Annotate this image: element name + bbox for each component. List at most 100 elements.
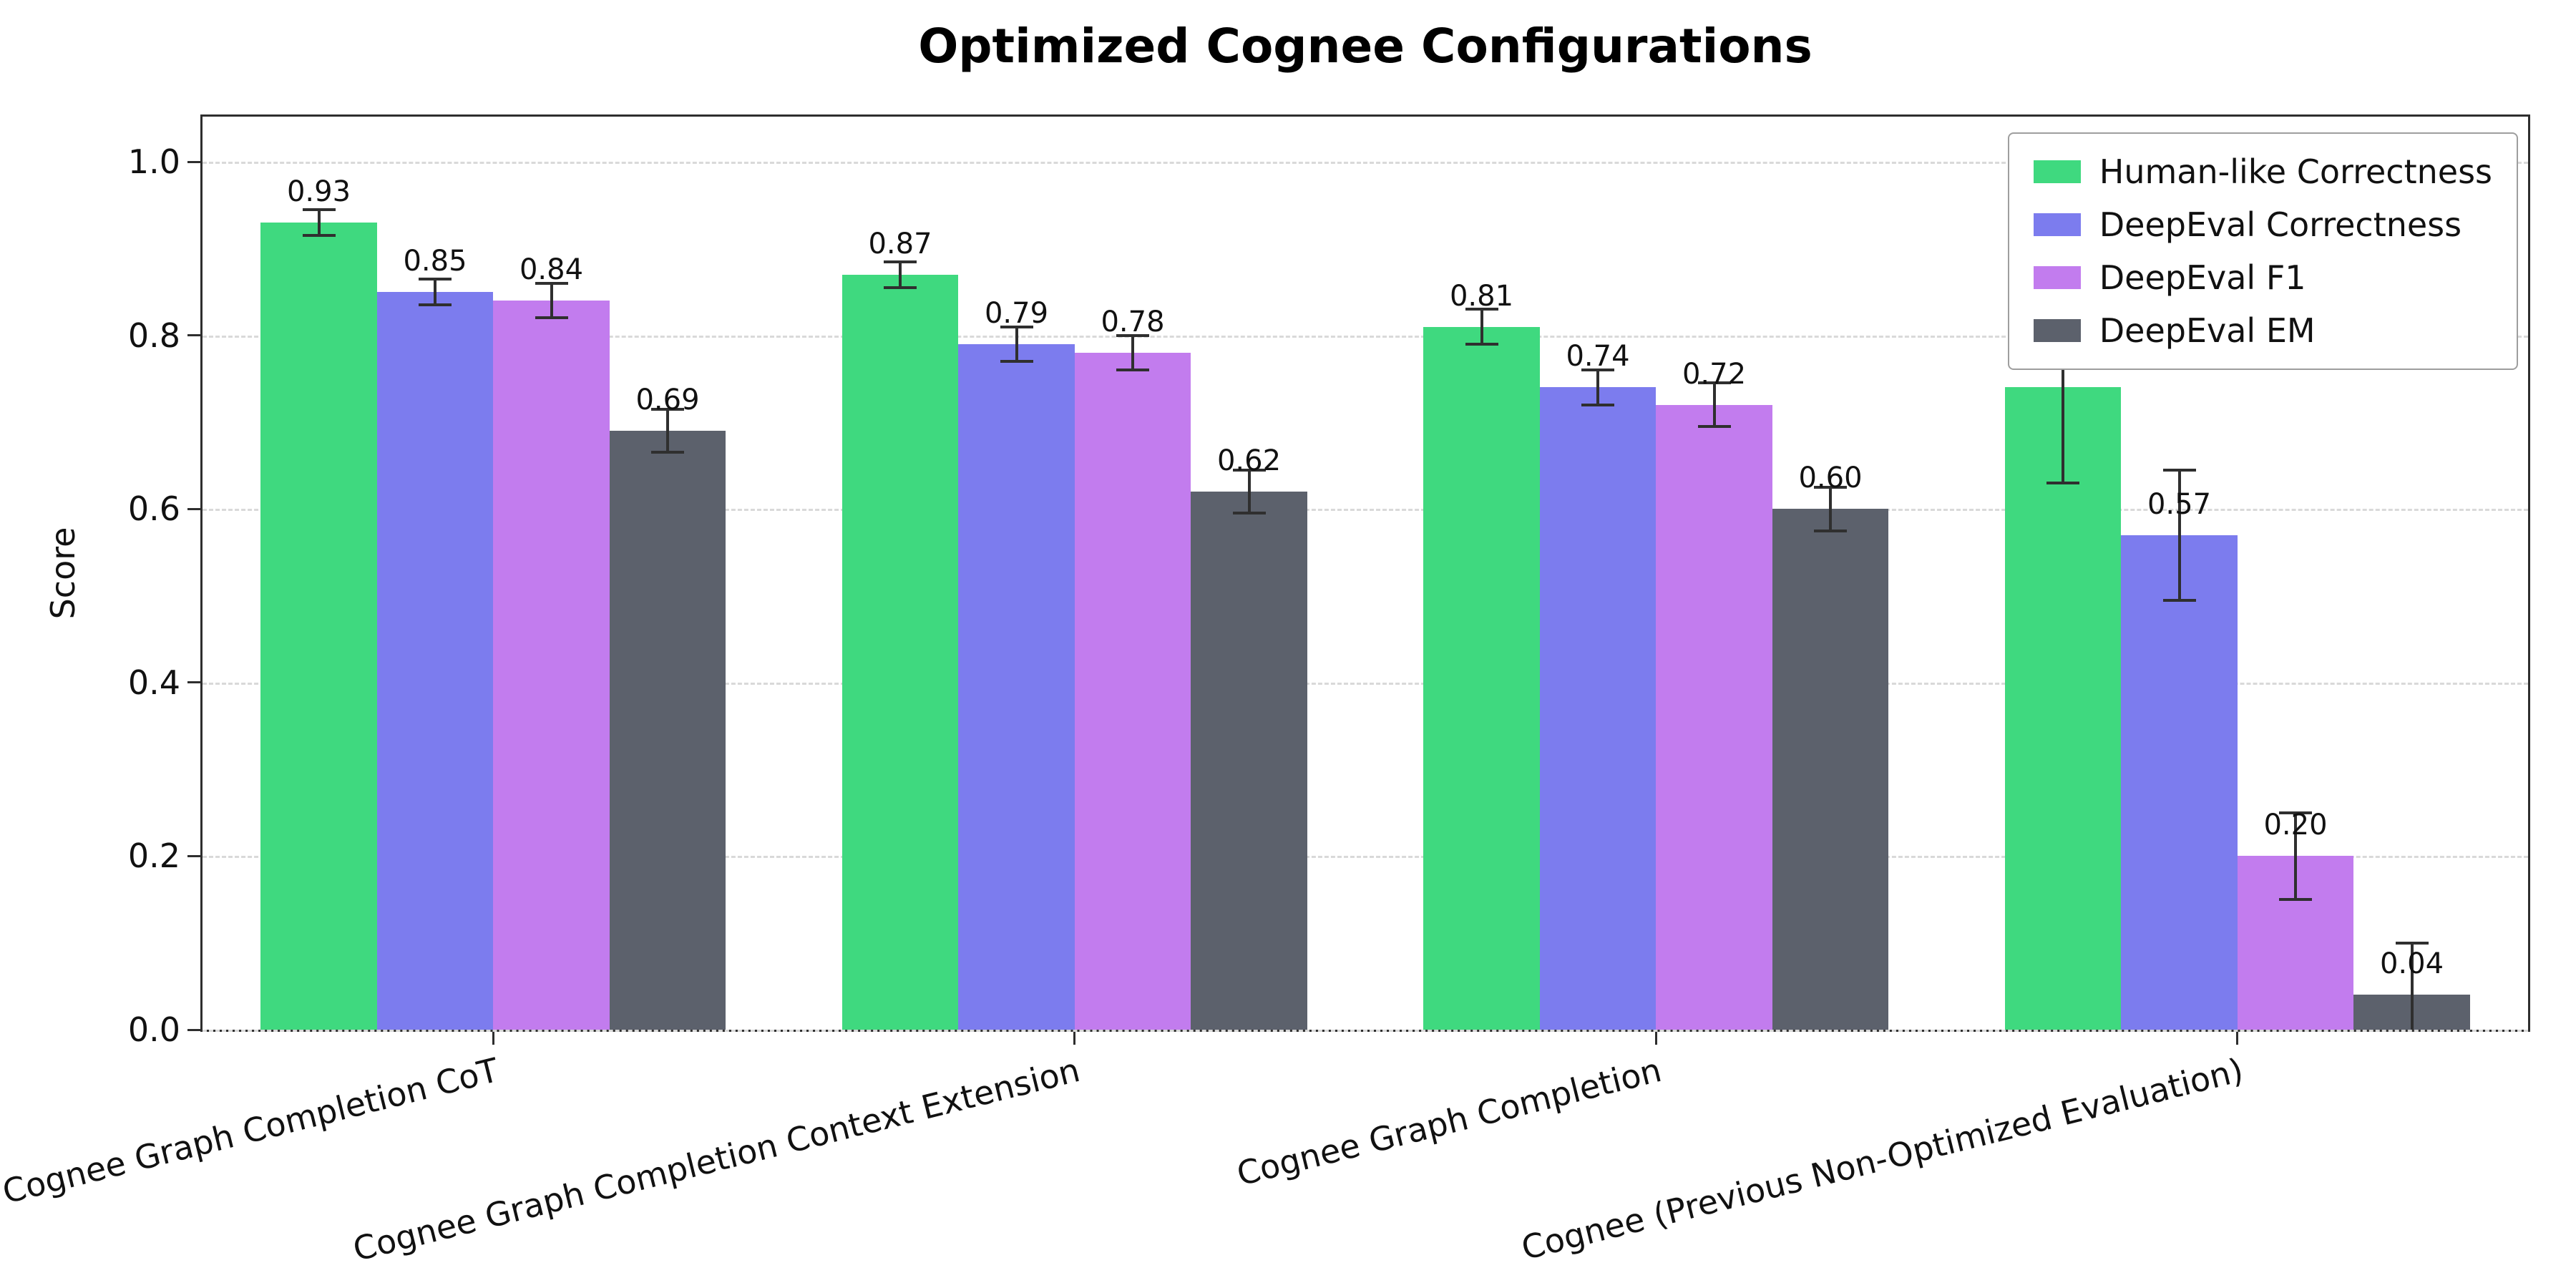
legend-label: DeepEval Correctness [2099,205,2462,244]
error-cap-top [1465,308,1498,311]
bar [493,301,610,1030]
bar [2004,387,2122,1030]
bar [1772,509,1889,1030]
y-axis-label: Score [44,527,82,620]
error-cap-bottom [884,286,917,289]
error-bar [1015,326,1018,362]
bar [1074,352,1191,1030]
error-cap-bottom [2162,598,2196,602]
y-tick-label: 0.6 [127,489,180,529]
error-bar [666,409,669,453]
y-tick-mark [187,160,200,163]
legend-label: Human-like Correctness [2099,152,2492,191]
gridline [203,1030,2528,1032]
chart-title: Optimized Cognee Configurations [918,19,1813,74]
error-bar [1131,335,1134,371]
bar [1539,387,1657,1030]
error-cap-bottom [302,234,336,238]
error-bar [2410,942,2414,1030]
bar-value-label: 0.72 [1682,357,1747,391]
error-cap-top [2279,811,2312,814]
error-cap-top [884,260,917,263]
legend-item: DeepEval Correctness [2033,205,2492,244]
y-tick-mark [187,334,200,337]
error-cap-top [302,208,336,211]
error-bar [899,261,902,288]
gridline [203,162,2528,165]
error-bar [2294,812,2297,900]
error-bar [2062,292,2064,483]
legend-item: DeepEval EM [2033,311,2492,350]
error-bar [317,209,321,236]
error-cap-top [1232,468,1266,472]
error-cap-bottom [651,451,684,454]
legend-swatch [2033,266,2081,289]
y-tick-mark [187,681,200,684]
bar [841,274,959,1030]
error-cap-top [1116,333,1149,337]
error-bar [1596,370,1599,405]
gridline [203,335,2528,338]
error-cap-bottom [535,316,568,320]
bar-value-label: 0.78 [1101,305,1165,338]
plot-area: Human-like Correctness DeepEval Correctne… [200,114,2530,1032]
y-tick-label: 0.0 [127,1010,180,1049]
bar-value-label: 0.81 [1449,279,1514,313]
error-bar [2177,469,2181,600]
bar [609,431,726,1030]
x-tick-mark [1654,1032,1657,1045]
legend-label: DeepEval EM [2099,311,2316,350]
y-tick-label: 1.0 [127,142,180,182]
error-bar [1829,487,1832,531]
y-tick-label: 0.8 [127,316,180,355]
legend-item: DeepEval F1 [2033,258,2492,297]
error-bar [1247,469,1251,514]
error-cap-top [1697,381,1731,385]
bar-value-label: 0.74 [1566,340,1630,374]
x-tick-mark [492,1032,494,1045]
error-cap-bottom [2046,481,2079,484]
error-cap-bottom [1814,529,1847,532]
legend-swatch [2033,319,2081,342]
error-cap-top [2162,468,2196,472]
y-tick-mark [187,854,200,857]
x-tick-label: Cognee Graph Completion [1233,1050,1666,1194]
legend-swatch [2033,160,2081,183]
bar [1656,404,1772,1030]
bar-value-label: 0.93 [286,175,351,208]
error-cap-top [1581,369,1614,372]
error-cap-top [651,407,684,411]
bar-value-label: 0.20 [2263,809,2328,842]
x-tick-mark [2236,1032,2239,1045]
error-cap-top [2395,941,2429,945]
legend: Human-like Correctness DeepEval Correctne… [2007,132,2518,370]
legend-swatch [2033,213,2081,236]
error-cap-bottom [2279,898,2312,902]
bar [2121,535,2238,1030]
error-cap-bottom [1697,425,1731,428]
bar [260,222,377,1030]
error-cap-bottom [1232,512,1266,515]
y-tick-label: 0.2 [127,836,180,876]
bar-value-label: 0.62 [1216,444,1282,477]
error-bar [1480,309,1483,344]
error-cap-bottom [1116,369,1149,372]
bar-value-label: 0.04 [2379,947,2444,981]
legend-label: DeepEval F1 [2099,258,2306,297]
error-cap-top [419,277,452,280]
bar-value-label: 0.57 [2147,487,2212,521]
error-bar [550,283,553,318]
y-tick-mark [187,1028,200,1031]
bar-value-label: 0.69 [635,384,700,417]
error-cap-top [1000,325,1033,328]
bar [376,292,494,1030]
bar-value-label: 0.60 [1798,462,1863,495]
bar [1423,326,1540,1030]
error-cap-bottom [419,303,452,307]
error-bar [1712,383,1716,426]
legend-item: Human-like Correctness [2033,152,2492,191]
error-bar [434,278,436,306]
x-tick-mark [1073,1032,1076,1045]
bar-value-label: 0.79 [984,296,1049,330]
error-cap-bottom [1000,360,1033,364]
